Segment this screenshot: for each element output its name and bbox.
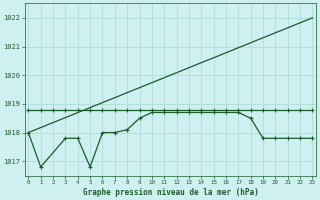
X-axis label: Graphe pression niveau de la mer (hPa): Graphe pression niveau de la mer (hPa) bbox=[83, 188, 258, 197]
